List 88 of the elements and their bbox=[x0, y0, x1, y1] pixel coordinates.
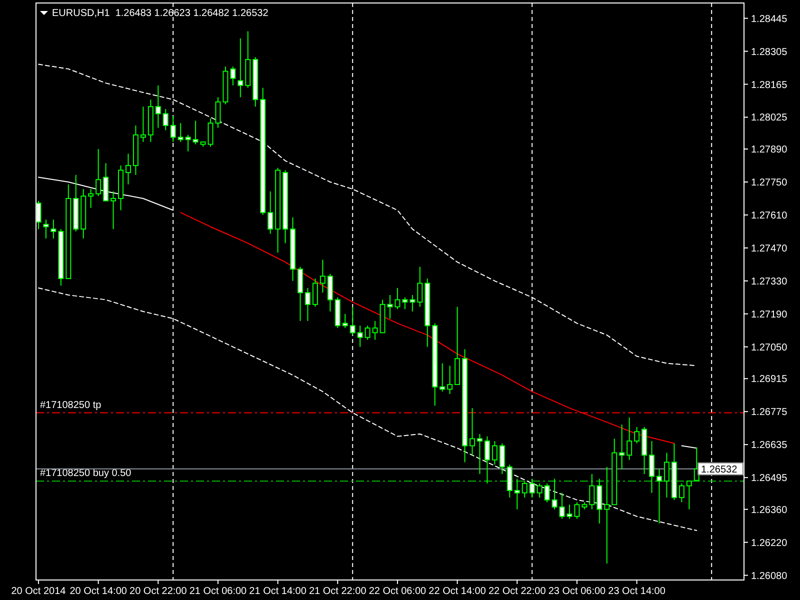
candlestick bbox=[96, 148, 102, 197]
y-tick-label: 1.28165 bbox=[751, 80, 788, 91]
y-tick-label: 1.26080 bbox=[751, 570, 788, 582]
candlestick bbox=[656, 468, 662, 524]
candlestick bbox=[162, 108, 168, 131]
candlestick bbox=[125, 153, 131, 185]
candlestick bbox=[88, 188, 94, 208]
x-tick-label: 22 Oct 06:00 bbox=[368, 586, 427, 597]
candlestick bbox=[634, 426, 640, 444]
candlestick bbox=[477, 433, 482, 475]
candlestick bbox=[268, 190, 274, 234]
y-tick-label: 1.27890 bbox=[751, 144, 788, 156]
y-tick-label: 1.26775 bbox=[751, 407, 788, 418]
candlestick bbox=[589, 474, 595, 510]
candlestick bbox=[649, 440, 655, 494]
candlestick bbox=[447, 365, 453, 394]
candlestick bbox=[596, 478, 602, 524]
candlestick bbox=[298, 266, 303, 322]
candlestick bbox=[238, 38, 244, 98]
candlestick bbox=[604, 466, 610, 564]
y-tick-label: 1.27750 bbox=[751, 177, 788, 188]
y-tick-label: 1.26915 bbox=[751, 374, 788, 386]
candlestick bbox=[536, 482, 542, 498]
candlestick bbox=[364, 325, 370, 340]
ref-line-label: #17108250 buy 0.50 bbox=[40, 468, 132, 480]
x-tick-label: 20 Oct 14:00 bbox=[70, 586, 128, 597]
candlestick bbox=[626, 417, 632, 460]
x-tick-label: 21 Oct 22:00 bbox=[309, 586, 367, 597]
candlestick bbox=[678, 482, 684, 503]
y-tick-label: 1.26360 bbox=[751, 504, 788, 516]
candlestick bbox=[192, 120, 198, 145]
ref-line-label: 1.26532 bbox=[701, 464, 738, 476]
candlestick bbox=[155, 84, 161, 128]
candlestick bbox=[110, 190, 116, 230]
candlestick bbox=[327, 273, 333, 312]
y-tick-label: 1.28305 bbox=[751, 46, 788, 58]
x-tick-label: 23 Oct 14:00 bbox=[608, 586, 666, 597]
x-tick-label: 21 Oct 06:00 bbox=[189, 586, 248, 597]
candlestick bbox=[529, 478, 535, 498]
x-tick-label: 22 Oct 14:00 bbox=[428, 586, 486, 597]
x-tick-label: 20 Oct 22:00 bbox=[130, 586, 188, 597]
candlestick bbox=[140, 106, 146, 142]
x-tick-label: 22 Oct 22:00 bbox=[488, 586, 546, 597]
y-tick-label: 1.28445 bbox=[751, 14, 788, 25]
candlestick bbox=[320, 259, 326, 294]
y-tick-label: 1.26495 bbox=[751, 473, 788, 484]
x-tick-label: 23 Oct 06:00 bbox=[548, 586, 606, 597]
candlestick bbox=[357, 325, 363, 348]
y-tick-label: 1.26635 bbox=[751, 440, 788, 452]
candlestick bbox=[484, 436, 490, 484]
candlestick bbox=[440, 362, 446, 392]
ref-line-label: #17108250 tp bbox=[40, 400, 102, 411]
candlestick bbox=[544, 482, 550, 503]
candlestick bbox=[552, 478, 558, 510]
y-tick-label: 1.27190 bbox=[751, 309, 788, 320]
candlestick bbox=[230, 66, 236, 86]
candlestick bbox=[686, 480, 692, 510]
candlestick bbox=[410, 294, 416, 312]
candlestick bbox=[394, 287, 400, 310]
y-tick-label: 1.28025 bbox=[751, 112, 788, 124]
candlestick bbox=[178, 122, 184, 142]
candlestick bbox=[619, 424, 625, 470]
candlestick bbox=[387, 294, 393, 320]
candlestick bbox=[492, 440, 498, 466]
y-tick-label: 1.27470 bbox=[751, 243, 788, 254]
y-tick-label: 1.26220 bbox=[751, 538, 788, 549]
candlestick bbox=[312, 278, 318, 308]
candlestick bbox=[574, 502, 580, 520]
candlestick bbox=[506, 464, 512, 498]
candlestick bbox=[402, 296, 408, 310]
y-tick-label: 1.27050 bbox=[751, 342, 788, 354]
x-tick-label: 21 Oct 14:00 bbox=[249, 586, 307, 597]
candlestick bbox=[304, 287, 310, 322]
candlestick bbox=[43, 219, 49, 240]
candlestick bbox=[522, 480, 528, 498]
candlestick bbox=[514, 478, 520, 510]
candlestick bbox=[470, 408, 476, 456]
x-tick-label: 20 Oct 2014 bbox=[11, 586, 66, 597]
candlestick bbox=[185, 134, 191, 152]
y-tick-label: 1.27610 bbox=[751, 210, 788, 222]
candlestick bbox=[664, 452, 670, 498]
candlestick bbox=[417, 266, 423, 308]
text: EURUSD,H1 1.26483 1.26623 1.26482 1.26532 bbox=[52, 8, 269, 19]
candlestick bbox=[499, 442, 505, 475]
y-tick-label: 1.27330 bbox=[751, 276, 788, 288]
candlestick bbox=[50, 219, 56, 240]
candlestick bbox=[372, 320, 378, 340]
candlestick bbox=[342, 313, 348, 329]
